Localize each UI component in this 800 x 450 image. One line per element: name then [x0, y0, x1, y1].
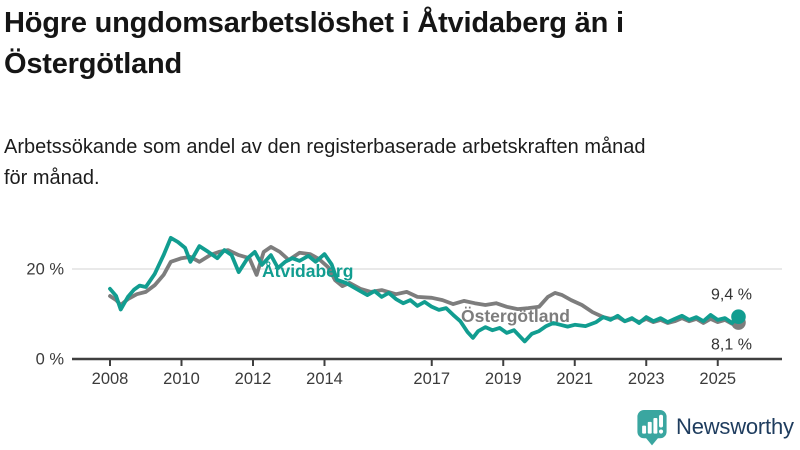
series-label-åtvidaberg: Åtvidaberg [262, 261, 353, 281]
chart-subtitle: Arbetssökande som andel av den registerb… [4, 132, 794, 194]
newsworthy-logo: Newsworthy [636, 408, 794, 446]
x-tick-label-2019: 2019 [485, 370, 522, 388]
y-tick-label-0: 0 % [36, 351, 65, 369]
subtitle-line-2: för månad. [4, 167, 100, 189]
y-tick-label-20: 20 % [26, 261, 64, 279]
newsworthy-icon [637, 410, 667, 446]
x-tick-label-2012: 2012 [235, 370, 272, 388]
x-tick-label-2008: 2008 [92, 370, 129, 388]
x-tick-label-2023: 2023 [628, 370, 665, 388]
series-label-östergötland: Östergötland [461, 306, 570, 326]
x-tick-label-2021: 2021 [556, 370, 593, 388]
x-tick-label-2010: 2010 [163, 370, 200, 388]
newsworthy-wordmark: Newsworthy [676, 414, 794, 439]
title-line-2: Östergötland [4, 48, 183, 80]
subtitle-line-1: Arbetssökande som andel av den registerb… [4, 136, 646, 158]
end-value-label-åtvidaberg: 9,4 % [711, 287, 752, 304]
title-line-1: Högre ungdomsarbetslöshet i Åtvidaberg ä… [4, 7, 624, 39]
end-value-label-östergötland: 8,1 % [711, 337, 752, 354]
series-line-åtvidaberg [108, 235, 741, 344]
x-tick-label-2025: 2025 [699, 370, 736, 388]
series-line-östergötland [108, 244, 741, 326]
page-title: Högre ungdomsarbetslöshet i Åtvidaberg ä… [4, 3, 794, 85]
x-tick-label-2014: 2014 [306, 370, 343, 388]
x-tick-label-2017: 2017 [413, 370, 450, 388]
end-dot-åtvidaberg [731, 309, 746, 325]
